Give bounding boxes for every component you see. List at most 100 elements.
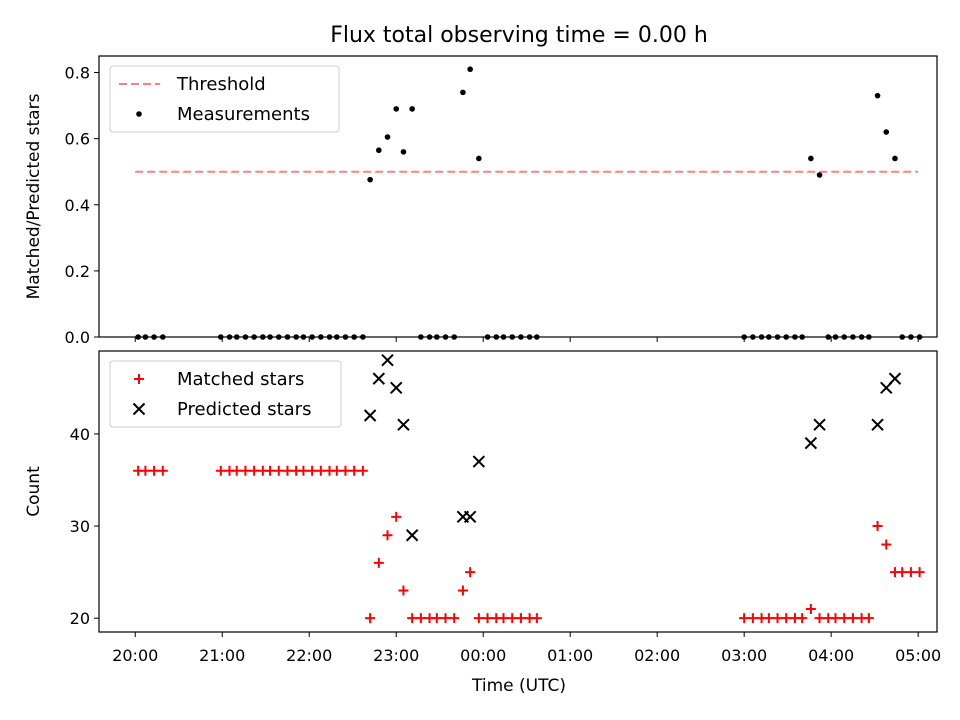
data-point (871, 418, 884, 431)
data-point (351, 334, 357, 340)
data-point (797, 613, 808, 624)
y-axis-label: Matched/Predicted stars (24, 93, 44, 299)
data-point (897, 567, 908, 578)
data-point (847, 613, 858, 624)
data-point (398, 585, 409, 596)
x-axis-label: Time (UTC) (471, 676, 566, 696)
data-point (331, 465, 342, 476)
data-point (498, 613, 509, 624)
data-point (233, 334, 240, 340)
data-point (465, 567, 476, 578)
data-point (140, 465, 151, 476)
data-point (850, 334, 856, 340)
data-point (781, 613, 792, 624)
data-point (381, 354, 394, 367)
data-point (841, 334, 848, 340)
data-point (772, 613, 783, 624)
data-point (830, 613, 841, 624)
data-point (142, 334, 149, 340)
data-point (805, 603, 816, 614)
data-point (373, 557, 384, 568)
y-tick-label: 20 (70, 609, 90, 628)
data-point (442, 334, 449, 340)
data-point (426, 334, 433, 340)
data-point (382, 530, 393, 541)
data-point (440, 613, 451, 624)
data-point (741, 334, 747, 340)
data-point (472, 455, 486, 468)
data-point (151, 334, 157, 340)
x-tick-label: 23:00 (373, 646, 419, 665)
plot-frame (98, 55, 938, 338)
data-point (881, 539, 892, 550)
data-point (159, 334, 166, 340)
data-point (400, 149, 407, 155)
data-point (883, 129, 890, 135)
data-point (739, 613, 750, 624)
data-point (282, 465, 293, 476)
legend-marker (132, 402, 146, 416)
data-point (825, 334, 832, 340)
data-point (839, 613, 850, 624)
y-tick-label: 40 (70, 425, 90, 444)
data-point (251, 334, 257, 340)
data-point (899, 334, 906, 340)
data-point (449, 613, 460, 624)
data-point (340, 465, 351, 476)
y-tick-label: 30 (70, 517, 90, 536)
plot-frame (98, 350, 938, 633)
data-point (365, 613, 376, 624)
data-point (858, 334, 865, 340)
y-tick-label: 0.0 (65, 328, 90, 347)
data-point (467, 66, 473, 73)
data-point (293, 334, 299, 340)
data-point (265, 465, 276, 476)
data-point (463, 510, 477, 524)
data-point (832, 334, 839, 340)
data-point (357, 465, 368, 476)
data-point (434, 334, 440, 340)
data-point (384, 134, 391, 140)
data-point (460, 89, 466, 96)
data-point (326, 334, 333, 340)
data-point (747, 613, 758, 624)
data-point (507, 613, 518, 624)
data-point (318, 334, 324, 340)
data-point (349, 465, 360, 476)
data-point (284, 334, 291, 340)
data-point (393, 106, 400, 112)
data-point (415, 613, 426, 624)
y-tick-label: 0.4 (65, 196, 90, 215)
data-point (275, 334, 282, 340)
data-point (249, 465, 260, 476)
data-point (231, 465, 242, 476)
data-point (916, 334, 923, 340)
data-point (409, 106, 415, 112)
data-point (914, 567, 925, 578)
data-point (750, 334, 756, 340)
data-point (267, 334, 273, 340)
x-tick-label: 03:00 (721, 646, 767, 665)
x-tick-label: 01:00 (547, 646, 593, 665)
data-point (804, 436, 818, 450)
data-point (300, 334, 307, 340)
top-panel: 0.0 0.2 0.4 0.6 0.8 Matched/Predicted stars Th… (24, 55, 938, 347)
x-tick-label: 21:00 (199, 646, 245, 665)
chart-title: Flux total observing time = 0.00 h (330, 23, 708, 48)
data-point (333, 334, 340, 340)
data-point (892, 155, 898, 162)
data-point (500, 334, 507, 340)
data-point (866, 334, 872, 340)
data-point (515, 613, 526, 624)
data-point (390, 381, 403, 395)
data-point (367, 176, 373, 183)
data-point (149, 465, 160, 476)
data-point (391, 511, 402, 522)
data-point (309, 334, 315, 340)
data-point (473, 613, 484, 624)
data-point (215, 465, 226, 476)
legend-box (109, 65, 340, 133)
data-point (307, 465, 318, 476)
legend-label: Predicted stars (177, 399, 311, 420)
